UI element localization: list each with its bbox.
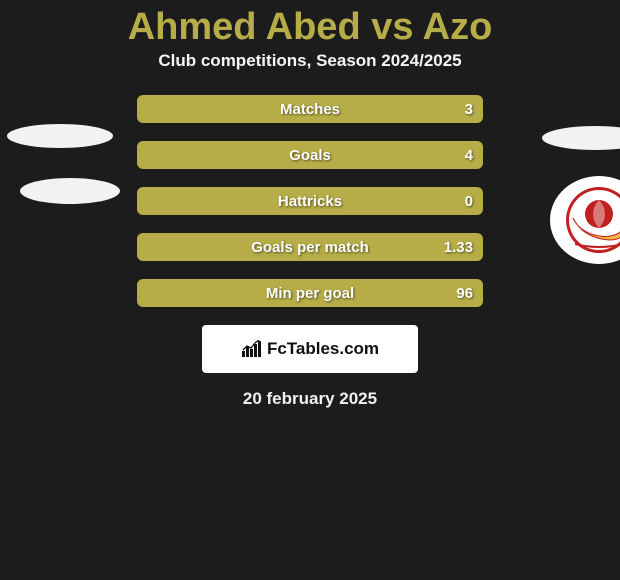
ashdod-badge-icon xyxy=(563,184,620,256)
stat-bar-value-right: 4 xyxy=(465,147,473,164)
player-left-photo-1 xyxy=(7,124,113,148)
page-subtitle: Club competitions, Season 2024/2025 xyxy=(0,51,620,71)
snapshot-date: 20 february 2025 xyxy=(0,389,620,409)
stat-bar: Matches3 xyxy=(137,95,483,123)
stat-bar: Goals per match1.33 xyxy=(137,233,483,261)
stat-bar-value-right: 96 xyxy=(456,285,473,302)
stat-bar: Min per goal96 xyxy=(137,279,483,307)
stat-bar-value-right: 1.33 xyxy=(444,239,473,256)
stat-bar: Hattricks0 xyxy=(137,187,483,215)
stat-bar: Goals4 xyxy=(137,141,483,169)
stat-bar-label: Goals xyxy=(137,147,483,164)
page-title: Ahmed Abed vs Azo xyxy=(0,0,620,51)
stat-bar-value-right: 0 xyxy=(465,193,473,210)
stat-bar-label: Matches xyxy=(137,101,483,118)
bars-icon xyxy=(241,340,263,358)
stat-bar-label: Goals per match xyxy=(137,239,483,256)
stat-bar-label: Hattricks xyxy=(137,193,483,210)
stat-bar-value-right: 3 xyxy=(465,101,473,118)
fctables-label: FcTables.com xyxy=(267,339,379,359)
stat-bar-label: Min per goal xyxy=(137,285,483,302)
fctables-watermark[interactable]: FcTables.com xyxy=(202,325,418,373)
player-left-photo-2 xyxy=(20,178,120,204)
